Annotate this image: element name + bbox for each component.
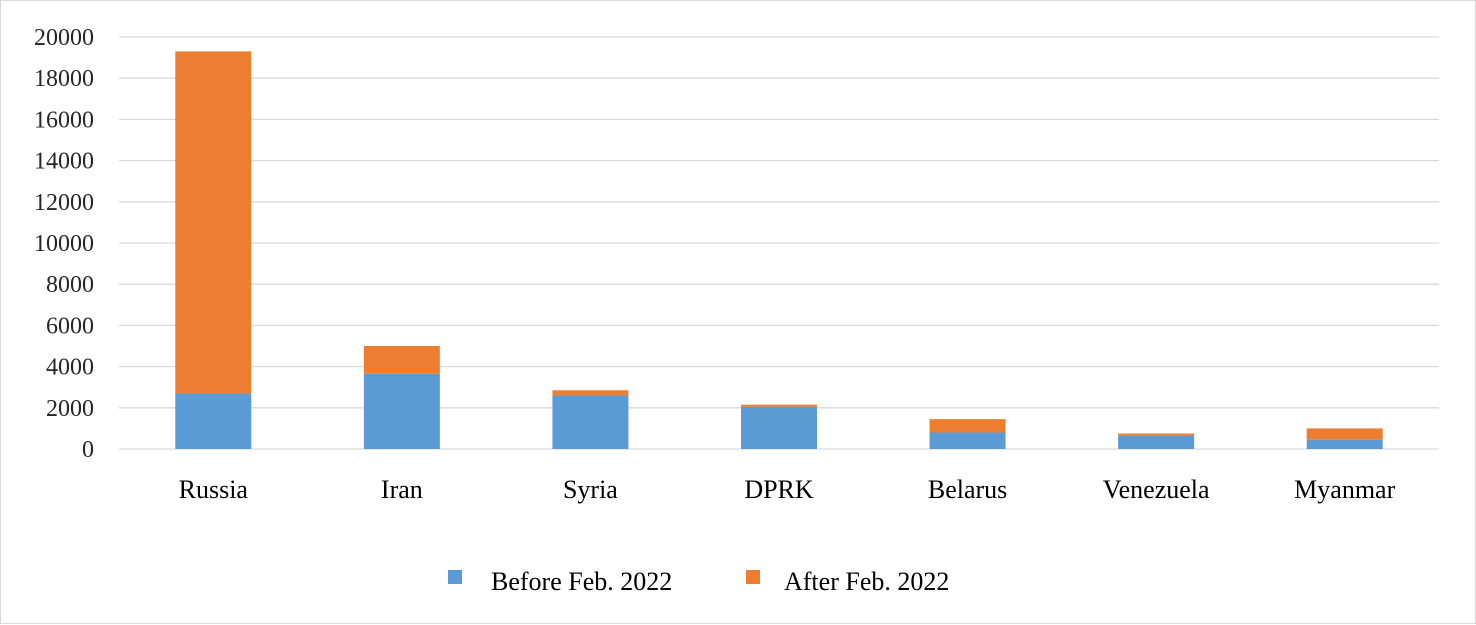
legend-label-after: After Feb. 2022 [784,567,949,596]
x-category-label: Belarus [928,475,1007,504]
y-tick-label: 2000 [46,396,94,422]
y-tick-label: 14000 [34,149,94,175]
bar-segment-after-myanmar [1306,428,1383,440]
bars [175,51,1383,449]
bar-segment-after-iran [363,346,440,374]
bar-segment-before-venezuela [1118,435,1195,449]
y-tick-label: 12000 [34,190,94,216]
gridlines [119,36,1439,450]
bar-segment-before-belarus [929,432,1006,449]
bar-segment-before-dprk [741,406,817,449]
x-category-label: Iran [381,475,423,504]
y-tick-label: 6000 [46,313,94,339]
bar-segment-before-myanmar [1306,439,1383,449]
y-tick-label: 20000 [34,25,94,51]
legend-swatch-after [746,570,760,584]
legend-swatch-before [448,570,462,584]
bar-segment-before-syria [552,395,629,449]
y-tick-label: 4000 [46,355,94,381]
bar-segment-after-belarus [929,419,1006,433]
bar-segment-before-russia [175,393,252,449]
x-axis-labels: Russia Iran Syria DPRK Belarus Venezuela Myanm… [179,475,1396,504]
x-category-label: Myanmar [1294,475,1395,504]
legend: Before Feb. 2022 After Feb. 2022 [448,567,949,596]
bar-segment-after-syria [552,390,629,396]
y-tick-label: 16000 [34,107,94,133]
y-tick-label: 0 [82,437,94,463]
bar-segment-after-venezuela [1118,433,1195,436]
x-category-label: Syria [563,475,618,504]
y-tick-label: 18000 [34,66,94,92]
x-category-label: Venezuela [1103,475,1210,504]
x-category-label: Russia [179,475,249,504]
bar-segment-after-russia [175,51,252,394]
bar-segment-before-iran [363,373,440,449]
y-tick-label: 8000 [46,272,94,298]
bar-segment-after-dprk [741,404,817,407]
y-axis-ticks: 0 2000 4000 6000 8000 10000 12000 14000 16000 180… [34,25,94,463]
y-tick-label: 10000 [34,231,94,257]
x-category-label: DPRK [744,475,814,504]
legend-label-before: Before Feb. 2022 [491,567,672,596]
